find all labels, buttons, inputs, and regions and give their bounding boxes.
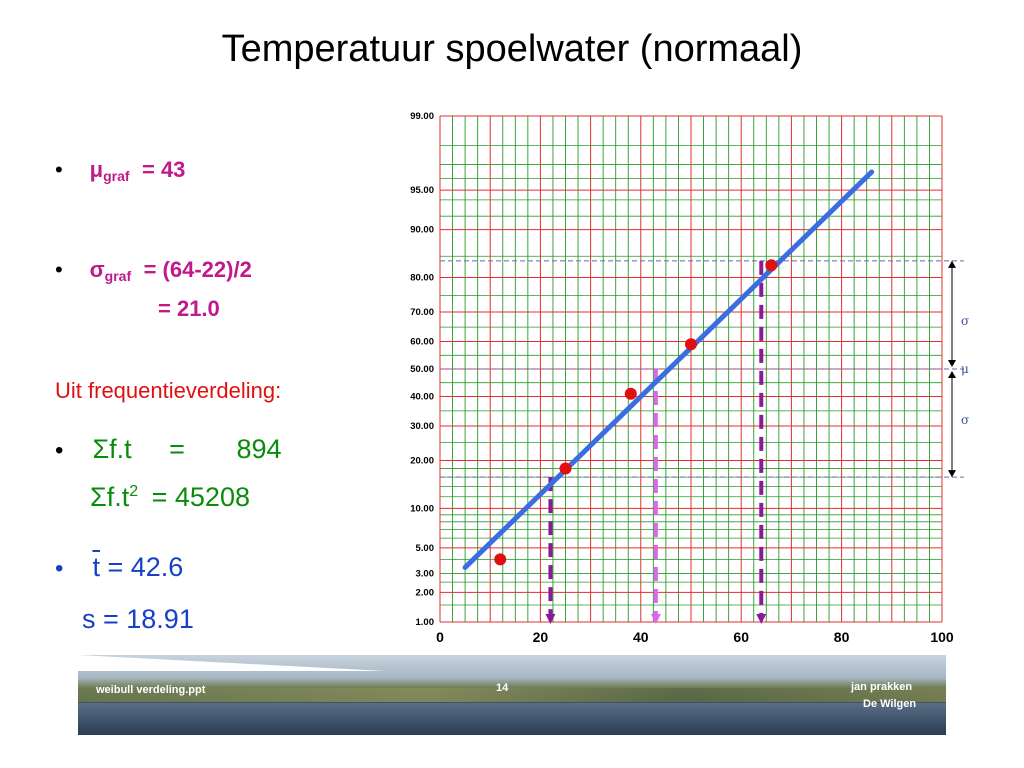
y-tick-label: 3.00 bbox=[416, 569, 435, 580]
mu-symbol: μ bbox=[89, 157, 104, 182]
data-point bbox=[494, 553, 507, 566]
bracket-label: σ bbox=[961, 314, 969, 328]
bullet: • bbox=[55, 437, 64, 464]
footer-author: jan prakken bbox=[851, 681, 913, 693]
y-tick-label: 40.00 bbox=[410, 392, 434, 403]
sum-ft-val: 894 bbox=[236, 434, 282, 464]
fit-line bbox=[462, 169, 875, 570]
footer-page-number: 14 bbox=[496, 682, 509, 694]
y-tick-label: 95.00 bbox=[410, 185, 434, 196]
s-value: s = 18.91 bbox=[82, 604, 194, 634]
bracket-arrowhead bbox=[948, 371, 956, 378]
sum-ft2-lhs: Σf.t bbox=[90, 482, 130, 512]
y-tick-label: 60.00 bbox=[410, 336, 434, 347]
x-tick-label: 60 bbox=[733, 629, 749, 645]
y-tick-label: 70.00 bbox=[410, 307, 434, 318]
slide-title: Temperatuur spoelwater (normaal) bbox=[221, 28, 803, 70]
x-tick-label: 40 bbox=[633, 629, 649, 645]
tbar-symbol: t bbox=[92, 552, 100, 582]
bracket-arrowhead bbox=[948, 360, 956, 367]
data-point bbox=[765, 259, 778, 272]
y-tick-label: 99.00 bbox=[410, 111, 434, 122]
bullet: • bbox=[55, 555, 64, 582]
sigma-symbol: σ bbox=[89, 257, 105, 282]
y-tick-label: 50.00 bbox=[410, 364, 434, 375]
y-tick-label: 20.00 bbox=[410, 456, 434, 467]
data-point bbox=[685, 338, 697, 351]
bracket-arrowhead bbox=[948, 470, 956, 478]
sum-ft2-line: Σf.t2 = 45208 bbox=[90, 482, 250, 513]
bracket-label: σ bbox=[961, 413, 969, 427]
footer-filename: weibull verdeling.ppt bbox=[96, 684, 206, 696]
bullet: • bbox=[55, 157, 63, 182]
y-tick-label: 1.00 bbox=[416, 617, 435, 628]
sum-ft-line: • Σf.t = 894 bbox=[55, 434, 282, 465]
drop-arrowhead bbox=[756, 614, 767, 624]
y-tick-label: 30.00 bbox=[410, 421, 434, 432]
mu-line: • μgraf = 43 bbox=[55, 157, 185, 184]
y-tick-label: 80.00 bbox=[410, 272, 434, 283]
tbar-value: = 42.6 bbox=[107, 552, 184, 582]
footer-org: De Wilgen bbox=[863, 698, 917, 710]
x-tick-label: 0 bbox=[436, 629, 444, 645]
probability-chart: 99.00 95.00 90.00 80.00 70.00 60.00 50.00 40.00… bbox=[410, 111, 969, 645]
y-tick-label: 90.00 bbox=[410, 225, 434, 236]
sum-ft2-exp: 2 bbox=[129, 483, 139, 500]
sigma-result: = 21.0 bbox=[158, 296, 220, 321]
mu-sub: graf bbox=[103, 168, 130, 185]
y-tick-label: 2.00 bbox=[416, 587, 435, 598]
bracket-label: μ bbox=[961, 362, 969, 376]
sum-ft-eq: = bbox=[169, 434, 185, 464]
bracket-arrowhead bbox=[948, 260, 956, 268]
y-tick-label: 5.00 bbox=[416, 543, 435, 554]
mu-value: = 43 bbox=[141, 157, 186, 182]
drop-arrowhead bbox=[650, 614, 661, 624]
tbar-line: • t = 42.6 bbox=[55, 552, 183, 583]
y-tick-label: 10.00 bbox=[410, 503, 434, 514]
footer-water bbox=[78, 703, 946, 735]
x-tick-label: 20 bbox=[533, 629, 549, 645]
sum-ft2-rhs: = 45208 bbox=[151, 482, 250, 512]
drop-arrowhead bbox=[545, 614, 556, 624]
footer-landscape bbox=[78, 688, 946, 702]
sigma-sub: graf bbox=[104, 268, 132, 285]
sum-ft-lhs: Σf.t bbox=[92, 434, 132, 464]
sigma-line: • σgraf = (64-22)/2 bbox=[55, 257, 252, 284]
data-point bbox=[624, 387, 637, 400]
x-tick-label: 100 bbox=[930, 629, 954, 645]
x-tick-label: 80 bbox=[834, 629, 850, 645]
bullet: • bbox=[55, 257, 63, 282]
data-point bbox=[559, 462, 572, 475]
freq-label: Uit frequentieverdeling: bbox=[55, 378, 282, 403]
sigma-value: = (64-22)/2 bbox=[143, 257, 252, 282]
